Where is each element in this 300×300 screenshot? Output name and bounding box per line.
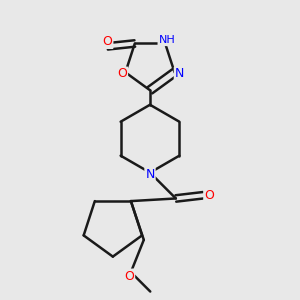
Text: N: N	[145, 168, 155, 181]
Text: O: O	[204, 189, 214, 202]
Text: NH: NH	[158, 35, 175, 45]
Text: O: O	[103, 35, 112, 48]
Text: N: N	[175, 68, 184, 80]
Text: O: O	[124, 269, 134, 283]
Text: O: O	[117, 68, 127, 80]
